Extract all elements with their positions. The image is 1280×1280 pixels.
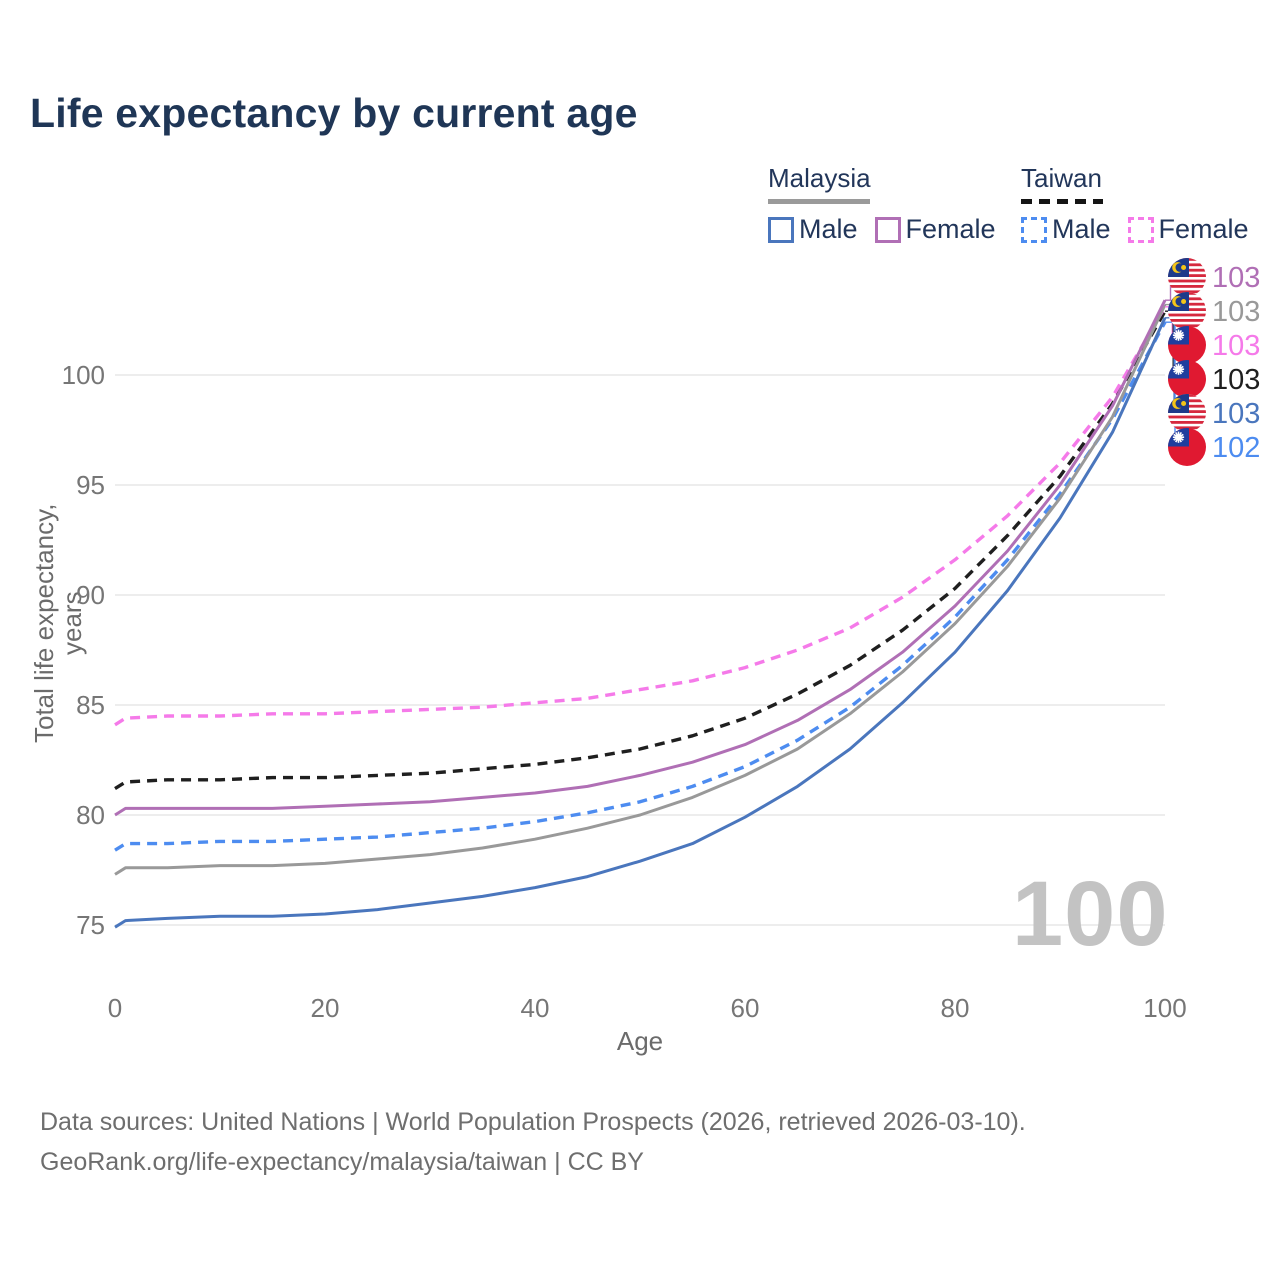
series-line-malaysia-male[interactable] [114,317,1167,929]
x-tick-40: 40 [520,993,550,1023]
data-sources-note: Data sources: United Nations | World Pop… [40,1108,1026,1136]
legend-label: Male [799,214,858,244]
legend-group-malaysia: Malaysia Male Female [768,163,1013,245]
legend-label: Male [1052,214,1111,244]
taiwan-male-swatch-icon [1021,216,1047,243]
end-value: 103 [1212,296,1261,328]
end-value: 102 [1212,432,1261,464]
x-tick-80: 80 [940,993,970,1023]
malaysia-solid-line-sample [768,199,870,204]
attribution-note: GeoRank.org/life-expectancy/malaysia/tai… [40,1148,644,1176]
age-frame-watermark: 100 [1012,863,1169,965]
malaysia-flag-icon [1168,292,1206,330]
x-tick-100: 100 [1143,993,1187,1023]
series-line-taiwan-female[interactable] [114,305,1167,727]
x-tick-20: 20 [310,993,340,1023]
series-line-taiwan-male[interactable] [114,321,1167,852]
end-value: 103 [1212,364,1261,396]
legend-group-taiwan: Taiwan Male Female [1021,163,1266,245]
malaysia-flag-icon [1168,258,1206,296]
malaysia-flag-icon [1168,394,1206,432]
y-axis-title: Total life expectancy, years [29,503,87,743]
x-axis-title: Age [616,1026,664,1056]
taiwan-female-swatch-icon [1127,216,1154,243]
end-value: 103 [1212,398,1261,430]
legend-item-malaysia-male[interactable]: Male [768,214,858,245]
legend-country-taiwan: Taiwan [1021,163,1102,193]
taiwan-dashed-line-sample [1021,199,1103,204]
x-tick-60: 60 [730,993,760,1023]
legend-item-taiwan-female[interactable]: Female [1127,214,1249,245]
taiwan-flag-icon [1168,428,1206,466]
y-tick-100: 100 [61,360,105,390]
y-tick-95: 95 [76,470,105,500]
end-value: 103 [1212,330,1261,362]
y-tick-85: 85 [76,690,105,720]
page-title: Life expectancy by current age [30,90,638,136]
y-tick-80: 80 [76,800,105,830]
legend-country-malaysia: Malaysia [768,163,871,193]
legend-item-malaysia-female[interactable]: Female [874,214,996,245]
taiwan-flag-icon [1168,360,1206,398]
malaysia-female-swatch-icon [874,216,901,243]
taiwan-flag-icon [1168,326,1206,364]
malaysia-male-swatch-icon [768,216,794,243]
legend-label: Female [1158,214,1249,244]
series-line-malaysia-female[interactable] [114,299,1167,817]
series-line-malaysia-both-sexes[interactable] [114,303,1167,876]
series-line-taiwan-both-sexes[interactable] [114,310,1167,791]
legend-item-taiwan-male[interactable]: Male [1021,214,1111,245]
y-tick-75: 75 [76,910,105,940]
y-tick-90: 90 [76,580,105,610]
gridlines [115,374,1165,926]
legend-label: Female [905,214,996,244]
x-tick-0: 0 [107,993,123,1023]
end-value: 103 [1212,262,1261,294]
